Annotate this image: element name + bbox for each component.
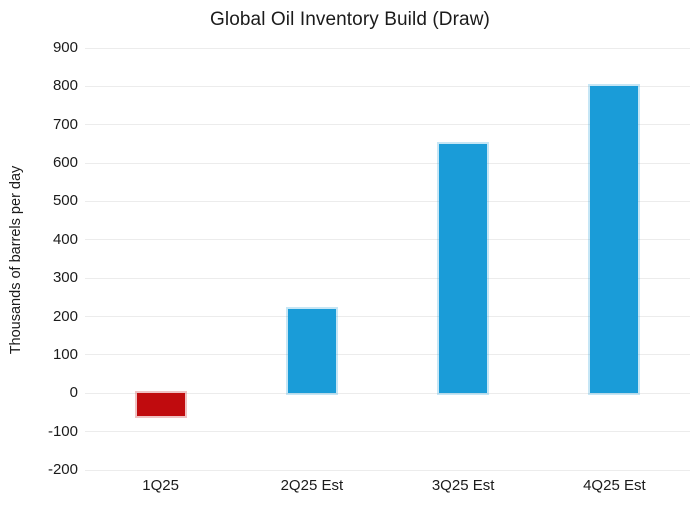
y-tick-label: 500: [52, 192, 78, 210]
gridline: [85, 431, 690, 433]
bar-3q25-est: [437, 141, 490, 396]
y-tick-label: -100: [47, 422, 78, 440]
chart-title: Global Oil Inventory Build (Draw): [210, 9, 490, 30]
y-tick-label: 100: [52, 345, 78, 363]
y-tick-label: 200: [52, 307, 78, 325]
bar-4q25-est: [588, 84, 641, 396]
bar-1q25: [134, 391, 187, 419]
gridline: [85, 47, 690, 49]
y-tick-label: 300: [52, 269, 78, 287]
x-tick-label: 4Q25 Est: [583, 477, 646, 494]
x-tick-label: 1Q25: [142, 477, 179, 494]
x-tick-label: 3Q25 Est: [431, 477, 495, 494]
plot-area: [85, 47, 690, 471]
y-tick-label: 700: [52, 115, 78, 133]
y-tick-label: 600: [52, 154, 78, 172]
y-tick-label: -200: [47, 461, 78, 478]
y-tick-label: 900: [52, 39, 78, 56]
bar-2q25-est: [285, 306, 338, 396]
y-tick-label: 0: [69, 384, 78, 402]
gridline: [85, 469, 690, 471]
y-tick-label: 800: [52, 77, 78, 95]
x-tick-label: 2Q25 Est: [280, 477, 344, 494]
y-tick-label: 400: [52, 230, 78, 248]
